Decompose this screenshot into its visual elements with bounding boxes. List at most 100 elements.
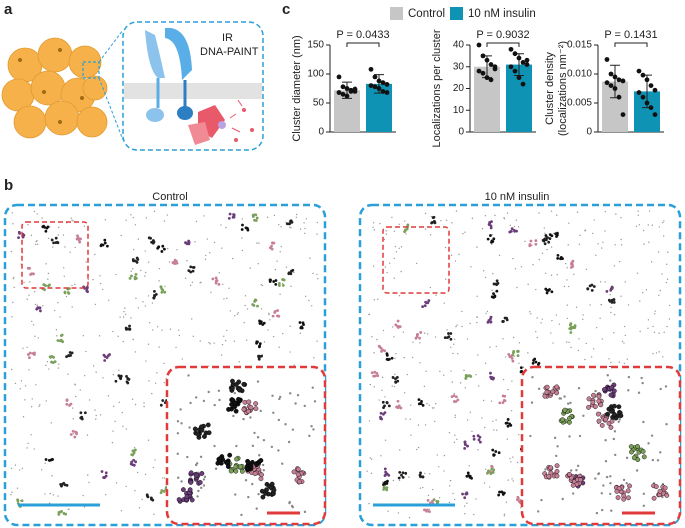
cluster	[228, 468, 234, 474]
localization	[48, 368, 50, 370]
data-point	[640, 94, 646, 100]
cluster	[554, 390, 560, 396]
cluster	[390, 356, 394, 360]
localization	[568, 435, 571, 438]
cluster	[590, 283, 594, 287]
cluster	[426, 498, 430, 502]
localization	[155, 382, 157, 385]
localization	[610, 306, 612, 309]
localization	[47, 272, 50, 275]
localization	[471, 430, 473, 433]
localization	[53, 309, 56, 312]
cluster	[33, 351, 36, 355]
localization	[313, 357, 315, 359]
localization	[624, 334, 627, 337]
localization	[520, 266, 523, 268]
localization	[604, 281, 606, 283]
localization	[450, 346, 452, 348]
localization	[426, 402, 428, 405]
localization	[257, 492, 260, 496]
localization	[403, 356, 405, 359]
localization	[450, 370, 452, 372]
cluster	[149, 236, 153, 240]
localization	[625, 456, 629, 460]
cluster	[404, 471, 408, 475]
localization	[291, 428, 295, 431]
cluster	[591, 392, 596, 398]
cluster	[161, 244, 165, 248]
localization	[590, 356, 593, 358]
localization	[203, 475, 207, 479]
localization	[262, 469, 265, 472]
localization	[627, 375, 631, 379]
localization	[85, 350, 87, 353]
localization	[476, 316, 478, 318]
localization	[31, 398, 33, 400]
cluster	[146, 495, 150, 499]
localization	[566, 402, 570, 405]
localization	[404, 220, 406, 222]
localization	[372, 226, 374, 228]
localization	[507, 479, 509, 481]
localization	[450, 254, 453, 256]
cluster	[430, 221, 433, 225]
localization	[241, 218, 243, 220]
cluster	[464, 373, 468, 377]
localization	[491, 289, 493, 291]
localization	[132, 338, 134, 341]
localization	[550, 246, 553, 248]
cluster	[489, 472, 493, 476]
cluster	[548, 233, 552, 237]
cluster	[370, 371, 374, 375]
cluster	[195, 431, 201, 437]
cluster	[598, 402, 604, 408]
cluster	[255, 216, 259, 220]
localization	[376, 338, 378, 341]
localization	[151, 329, 154, 331]
cluster	[544, 389, 550, 395]
cluster	[44, 284, 47, 288]
localization	[277, 418, 281, 422]
localization	[502, 378, 505, 381]
cluster	[651, 495, 657, 501]
localization	[118, 369, 120, 371]
localization	[208, 341, 210, 344]
localization	[515, 219, 518, 221]
cluster	[16, 498, 20, 502]
localization	[662, 221, 664, 224]
localization	[299, 228, 302, 230]
cluster	[641, 454, 647, 460]
localization	[530, 313, 532, 315]
localization	[241, 237, 243, 239]
localization	[153, 210, 156, 213]
localization	[395, 352, 397, 355]
cluster	[17, 236, 20, 240]
localization	[256, 436, 260, 439]
localization	[532, 264, 534, 266]
cluster	[211, 277, 215, 281]
localization	[476, 321, 478, 324]
localization	[614, 453, 617, 457]
cluster	[400, 473, 403, 477]
cluster	[426, 301, 430, 305]
localization	[133, 446, 136, 449]
data-point	[376, 78, 382, 84]
localization	[575, 468, 578, 472]
localization	[373, 352, 375, 354]
localization	[445, 219, 448, 221]
localization	[36, 213, 38, 215]
localization	[568, 341, 570, 344]
cluster	[419, 471, 422, 475]
localization	[99, 282, 102, 285]
localization	[62, 234, 65, 236]
cluster	[83, 411, 87, 415]
cluster	[626, 495, 631, 501]
localization	[45, 263, 47, 265]
data-point	[644, 100, 650, 106]
localization	[579, 234, 581, 237]
localization	[387, 510, 389, 512]
y-axis-label: Localizations per cluster	[431, 29, 443, 147]
cluster	[385, 353, 389, 357]
localization	[222, 283, 224, 286]
localization	[599, 317, 601, 319]
